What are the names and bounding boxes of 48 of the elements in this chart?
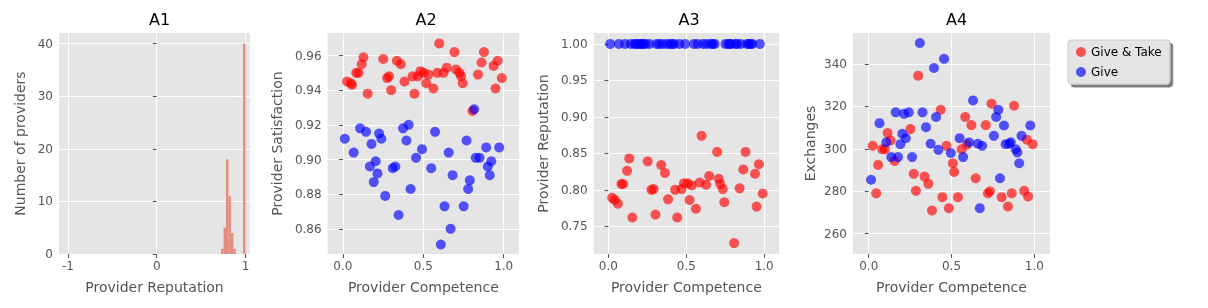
y-tick-label: 280	[824, 184, 847, 199]
x-axis-title: Provider Competence	[347, 279, 499, 295]
y-tick-label: 0.85	[560, 146, 588, 161]
y-tick-label: 0.88	[294, 187, 322, 202]
y-tick-label: 10	[37, 194, 53, 209]
chart-title: A1	[148, 9, 171, 29]
x-tick-label: 0.0	[333, 259, 353, 273]
y-axis-title: Number of providers	[11, 71, 28, 216]
chart-title: A4	[945, 9, 968, 29]
x-tick-label: 0.0	[598, 259, 618, 273]
y-tick-label: 260	[824, 226, 847, 241]
y-tick-label: 0.86	[294, 221, 322, 236]
legend-label: Give	[1091, 65, 1119, 79]
x-tick-label: 1	[241, 259, 250, 273]
y-tick-label: 20	[37, 141, 53, 156]
y-axis-title: Exchanges	[802, 105, 818, 182]
y-tick-label: 0.96	[294, 48, 322, 63]
y-axis-title: Provider Satisfaction	[269, 71, 285, 216]
y-tick-label: 320	[824, 99, 847, 114]
x-axis-title: Provider Competence	[876, 279, 1027, 295]
x-axis-title: Provider Reputation	[85, 279, 224, 295]
y-tick-label: 0.90	[294, 152, 322, 167]
x-tick-label: 0.0	[859, 259, 879, 273]
y-tick-label: 0.75	[560, 219, 588, 234]
y-tick-label: 40	[37, 36, 53, 51]
y-tick-label: 0.90	[560, 109, 588, 124]
y-tick-label: 1.00	[560, 36, 588, 51]
y-tick-label: 0.92	[294, 117, 322, 132]
x-tick-label: 1.0	[494, 259, 514, 273]
chart-title: A3	[678, 9, 700, 29]
y-axis-title: Provider Reputation	[535, 74, 551, 213]
chart-title: A2	[415, 9, 437, 29]
y-tick-label: 0.95	[560, 73, 588, 88]
x-tick-label: 0.5	[941, 259, 962, 273]
x-tick-label: 1.0	[754, 259, 774, 273]
x-tick-label: 0	[152, 259, 161, 273]
y-tick-label: 340	[824, 56, 847, 71]
y-tick-label: 30	[37, 89, 53, 104]
y-tick-label: 0.94	[294, 83, 322, 98]
x-tick-label: -1	[61, 259, 74, 273]
y-tick-label: 0.80	[560, 182, 588, 197]
y-tick-label: 0	[45, 247, 53, 261]
x-tick-label: 1.0	[1024, 259, 1044, 273]
y-tick-label: 300	[824, 141, 847, 156]
x-tick-label: 0.5	[676, 259, 696, 273]
x-tick-label: 0.5	[413, 259, 433, 273]
x-axis-title: Provider Competence	[610, 279, 762, 295]
legend-label: Give & Take	[1091, 45, 1162, 59]
